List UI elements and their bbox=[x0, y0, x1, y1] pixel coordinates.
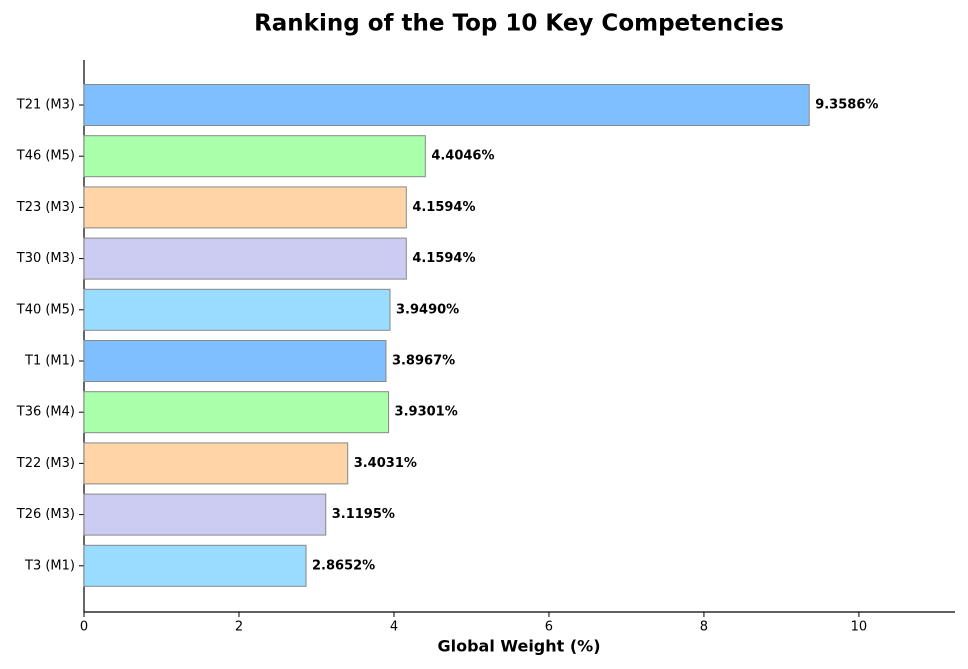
chart-title: Ranking of the Top 10 Key Competencies bbox=[254, 11, 784, 37]
value-label: 3.4031% bbox=[354, 456, 417, 471]
y-tick-label: T30 (M3) bbox=[16, 251, 75, 266]
x-axis-label: Global Weight (%) bbox=[437, 637, 600, 656]
bar bbox=[83, 186, 407, 229]
x-tick-label: 10 bbox=[851, 620, 868, 635]
bar bbox=[83, 288, 391, 331]
y-tick-label: T22 (M3) bbox=[16, 456, 75, 471]
y-tick-label: T26 (M3) bbox=[16, 507, 75, 522]
bar bbox=[83, 544, 307, 587]
bar bbox=[83, 340, 387, 382]
value-label: 3.1195% bbox=[332, 507, 395, 522]
y-tick-label: T23 (M3) bbox=[16, 200, 75, 215]
x-tick-label: 2 bbox=[235, 620, 243, 635]
bar bbox=[83, 493, 327, 536]
bar bbox=[83, 442, 349, 485]
x-tick-label: 0 bbox=[80, 620, 88, 635]
y-tick-label: T3 (M1) bbox=[24, 558, 75, 573]
value-label: 3.9490% bbox=[396, 302, 459, 317]
bar bbox=[83, 84, 810, 126]
y-tick-label: T46 (M5) bbox=[16, 149, 75, 164]
y-tick-label: T21 (M3) bbox=[16, 98, 75, 113]
value-label: 3.9301% bbox=[395, 405, 458, 420]
x-tick-label: 6 bbox=[545, 620, 553, 635]
y-tick-label: T36 (M4) bbox=[16, 405, 75, 420]
y-tick-label: T40 (M5) bbox=[16, 302, 75, 317]
value-label: 3.8967% bbox=[392, 354, 455, 369]
value-label: 4.4046% bbox=[431, 149, 494, 164]
bar bbox=[83, 237, 407, 280]
value-label: 4.1594% bbox=[412, 251, 475, 266]
bar bbox=[83, 391, 390, 434]
x-tick-label: 4 bbox=[390, 620, 398, 635]
y-tick-label: T1 (M1) bbox=[24, 354, 75, 369]
x-tick-label: 8 bbox=[700, 620, 708, 635]
bar bbox=[83, 135, 426, 178]
value-label: 2.8652% bbox=[312, 558, 375, 573]
value-label: 9.3586% bbox=[815, 98, 878, 113]
value-label: 4.1594% bbox=[412, 200, 475, 215]
